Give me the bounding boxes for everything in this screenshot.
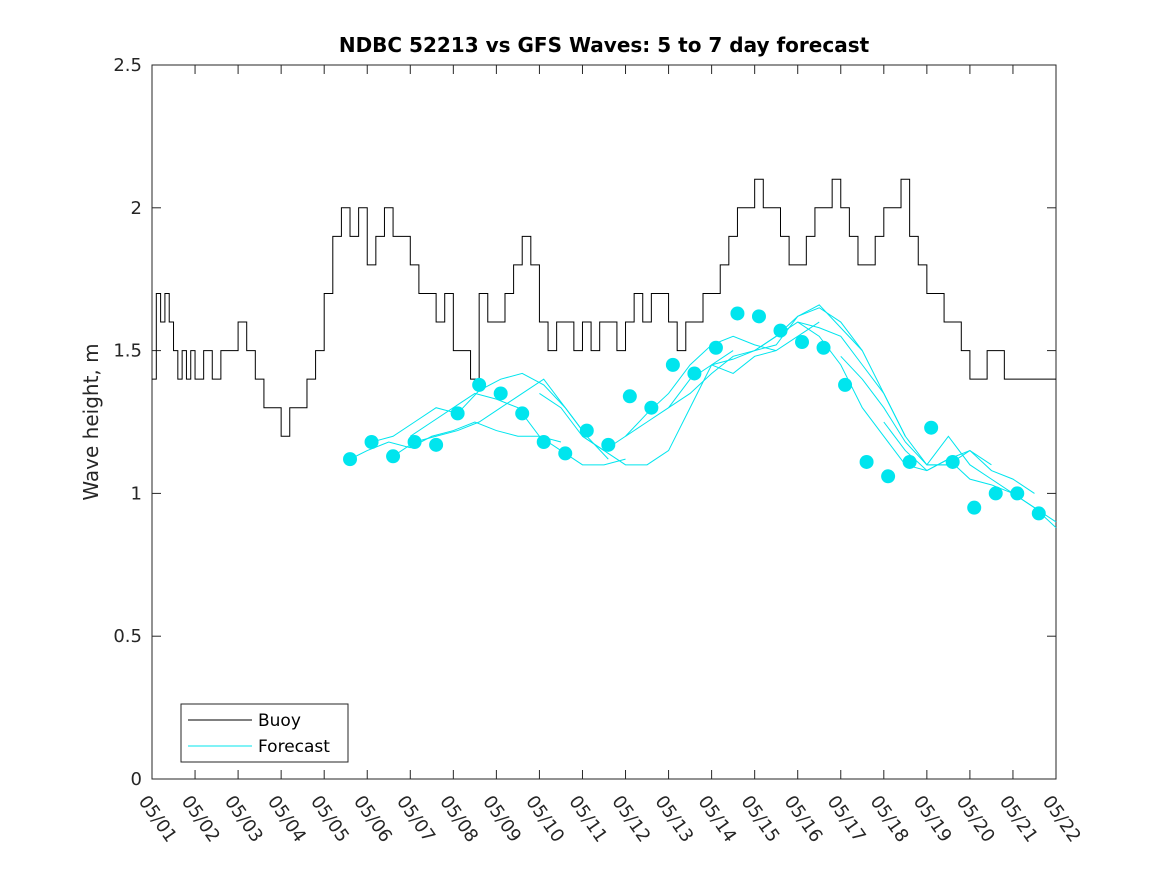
y-tick-label: 0 xyxy=(131,769,142,790)
y-tick-labels: 0 0.5 1 1.5 2 2.5 xyxy=(113,55,142,790)
x-tick-label: 05/19 xyxy=(909,792,956,847)
forecast-run-line xyxy=(410,392,626,466)
forecast-point xyxy=(924,420,939,435)
forecast-point xyxy=(622,389,637,404)
forecast-run-line xyxy=(539,350,734,466)
forecast-run-line xyxy=(392,378,609,460)
legend-label-buoy: Buoy xyxy=(258,711,301,731)
forecast-point xyxy=(967,500,982,515)
y-tick-label: 0.5 xyxy=(113,626,142,647)
x-tick-label: 05/09 xyxy=(478,792,525,847)
x-tick-label: 05/16 xyxy=(780,792,827,847)
forecast-point xyxy=(751,309,766,324)
forecast-run-line xyxy=(926,435,1057,529)
x-tick-label: 05/14 xyxy=(694,792,741,847)
forecast-point xyxy=(407,434,422,449)
forecast-point xyxy=(795,335,810,350)
forecast-point xyxy=(364,434,379,449)
x-tick-label: 05/04 xyxy=(263,792,310,847)
x-tick-label: 05/20 xyxy=(952,792,999,847)
plot-area xyxy=(151,64,1057,780)
forecast-point xyxy=(536,434,551,449)
x-tick-label: 05/13 xyxy=(650,792,697,847)
forecast-run-line xyxy=(797,321,992,472)
legend-box xyxy=(180,703,349,763)
forecast-point xyxy=(429,437,444,452)
x-tick-label: 05/01 xyxy=(134,792,181,847)
forecast-run-line xyxy=(349,421,562,460)
forecast-point xyxy=(838,377,853,392)
x-tick-label: 05/03 xyxy=(220,792,267,847)
y-tick-label: 2 xyxy=(131,198,142,219)
forecast-point xyxy=(945,454,960,469)
buoy-line xyxy=(152,178,1056,437)
forecast-point xyxy=(988,486,1003,501)
forecast-point xyxy=(343,452,358,467)
x-tick-label: 05/06 xyxy=(349,792,396,847)
y-tick-label: 1.5 xyxy=(113,341,142,362)
x-tick-label: 05/11 xyxy=(564,792,611,847)
forecast-point xyxy=(472,377,487,392)
forecast-point xyxy=(687,366,702,381)
x-tick-labels: 05/0105/0205/0305/0405/0505/0605/0705/08… xyxy=(134,792,1085,847)
forecast-point xyxy=(515,406,530,421)
x-tick-label: 05/02 xyxy=(177,792,224,847)
x-tick-label: 05/15 xyxy=(737,792,784,847)
legend-label-forecast: Forecast xyxy=(258,737,330,757)
buoy-series xyxy=(152,178,1056,437)
forecast-point xyxy=(816,340,831,355)
axis-ticks xyxy=(151,64,1057,780)
forecast-point xyxy=(730,306,745,321)
forecast-point xyxy=(386,449,401,464)
forecast-points xyxy=(343,306,1046,521)
forecast-point xyxy=(1010,486,1025,501)
forecast-point xyxy=(859,454,874,469)
forecast-point xyxy=(450,406,465,421)
x-tick-label: 05/08 xyxy=(435,792,482,847)
x-tick-label: 05/10 xyxy=(521,792,568,847)
y-axis-label: Wave height, m xyxy=(79,343,103,500)
forecast-point xyxy=(493,386,508,401)
forecast-point xyxy=(773,323,788,338)
forecast-point xyxy=(902,454,917,469)
forecast-point xyxy=(558,446,573,461)
forecast-run-line xyxy=(625,321,820,437)
x-tick-label: 05/22 xyxy=(1038,792,1085,847)
forecast-point xyxy=(881,469,896,484)
forecast-run-line xyxy=(711,321,906,437)
x-tick-label: 05/07 xyxy=(392,792,439,847)
x-tick-label: 05/21 xyxy=(995,792,1042,847)
forecast-point xyxy=(1031,506,1046,521)
x-tick-label: 05/18 xyxy=(866,792,913,847)
forecast-point xyxy=(601,437,616,452)
x-tick-label: 05/17 xyxy=(823,792,870,847)
y-tick-label: 1 xyxy=(131,483,142,504)
forecast-point xyxy=(644,400,659,415)
forecast-point xyxy=(665,357,680,372)
forecast-point xyxy=(708,340,723,355)
forecast-point xyxy=(579,423,594,438)
forecast-series xyxy=(349,304,1057,529)
legend: Buoy Forecast xyxy=(180,703,349,763)
chart-title: NDBC 52213 vs GFS Waves: 5 to 7 day fore… xyxy=(339,33,870,57)
x-tick-label: 05/05 xyxy=(306,792,353,847)
y-tick-label: 2.5 xyxy=(113,55,142,76)
x-tick-label: 05/12 xyxy=(607,792,654,847)
